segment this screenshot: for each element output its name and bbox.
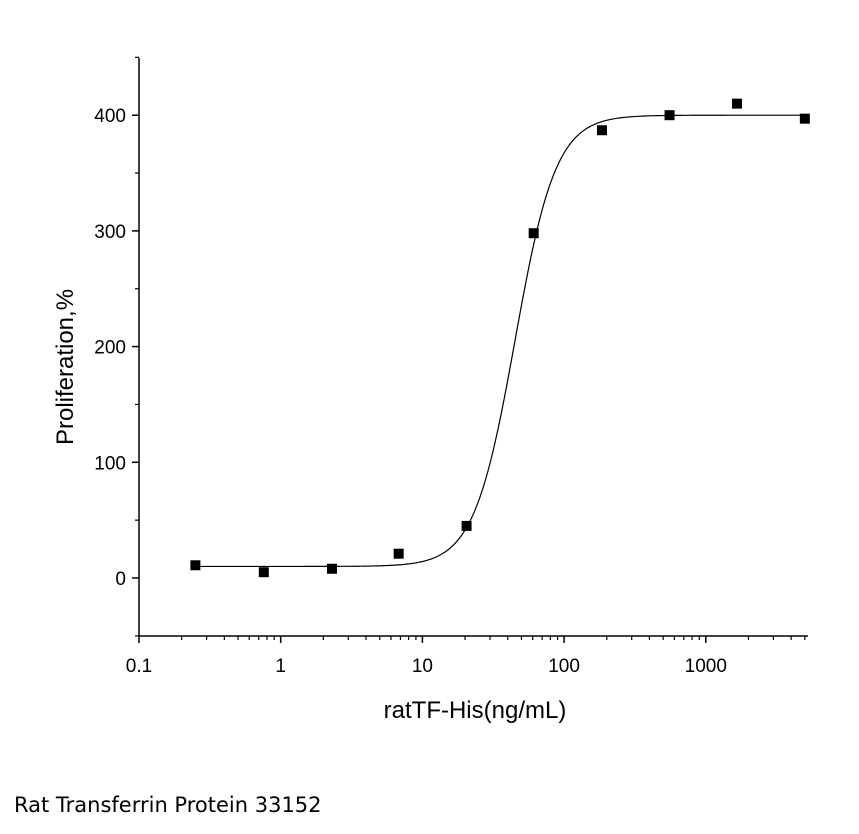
y-tick-label: 400 [94,106,126,127]
data-point [799,113,810,124]
data-point [596,125,607,136]
x-tick-label: 10 [412,656,433,677]
axes [138,58,808,637]
y-ticks: 0 100 200 300 400 [94,56,139,637]
data-point [393,548,404,559]
fit-curve [195,114,805,568]
data-point [528,228,539,239]
data-points [190,98,810,578]
x-ticks: 0.1 1 10 100 1000 [126,636,806,677]
chart: 0 100 200 300 400 0.1 1 10 100 1000 ratTF-His(ng… [52,56,810,724]
data-point [731,98,742,109]
data-point [190,560,201,571]
data-point [258,567,269,578]
x-tick-label: 100 [548,656,580,677]
figure-caption: Rat Transferrin Protein 33152 [14,793,322,817]
y-tick-label: 200 [94,338,126,359]
data-point [461,520,472,531]
y-tick-label: 300 [94,222,126,243]
x-axis-label: ratTF-His(ng/mL) [384,697,567,724]
data-point [664,110,675,121]
x-tick-label: 1 [275,656,286,677]
y-tick-label: 0 [115,569,126,590]
data-point [326,563,337,574]
x-tick-label: 0.1 [126,656,152,677]
x-tick-label: 1000 [685,656,727,677]
y-axis-label: Proliferation,% [52,289,79,445]
y-tick-label: 100 [94,453,126,474]
